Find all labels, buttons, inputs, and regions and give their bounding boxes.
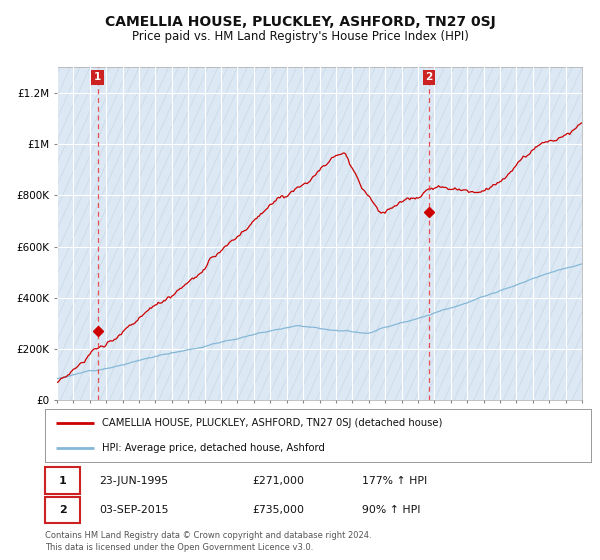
Text: £735,000: £735,000 bbox=[253, 505, 304, 515]
FancyBboxPatch shape bbox=[45, 497, 80, 523]
Text: 1: 1 bbox=[94, 72, 101, 82]
Text: 1: 1 bbox=[59, 475, 67, 486]
Text: 177% ↑ HPI: 177% ↑ HPI bbox=[362, 475, 427, 486]
Text: 2: 2 bbox=[59, 505, 67, 515]
Text: This data is licensed under the Open Government Licence v3.0.: This data is licensed under the Open Gov… bbox=[45, 543, 313, 552]
Text: Price paid vs. HM Land Registry's House Price Index (HPI): Price paid vs. HM Land Registry's House … bbox=[131, 30, 469, 43]
Text: Contains HM Land Registry data © Crown copyright and database right 2024.: Contains HM Land Registry data © Crown c… bbox=[45, 531, 371, 540]
Text: £271,000: £271,000 bbox=[253, 475, 304, 486]
Text: HPI: Average price, detached house, Ashford: HPI: Average price, detached house, Ashf… bbox=[103, 442, 325, 452]
Text: CAMELLIA HOUSE, PLUCKLEY, ASHFORD, TN27 0SJ: CAMELLIA HOUSE, PLUCKLEY, ASHFORD, TN27 … bbox=[104, 15, 496, 29]
Text: 23-JUN-1995: 23-JUN-1995 bbox=[100, 475, 169, 486]
Text: 03-SEP-2015: 03-SEP-2015 bbox=[100, 505, 169, 515]
FancyBboxPatch shape bbox=[45, 468, 80, 494]
Text: CAMELLIA HOUSE, PLUCKLEY, ASHFORD, TN27 0SJ (detached house): CAMELLIA HOUSE, PLUCKLEY, ASHFORD, TN27 … bbox=[103, 418, 443, 428]
Text: 2: 2 bbox=[425, 72, 433, 82]
Text: 90% ↑ HPI: 90% ↑ HPI bbox=[362, 505, 420, 515]
